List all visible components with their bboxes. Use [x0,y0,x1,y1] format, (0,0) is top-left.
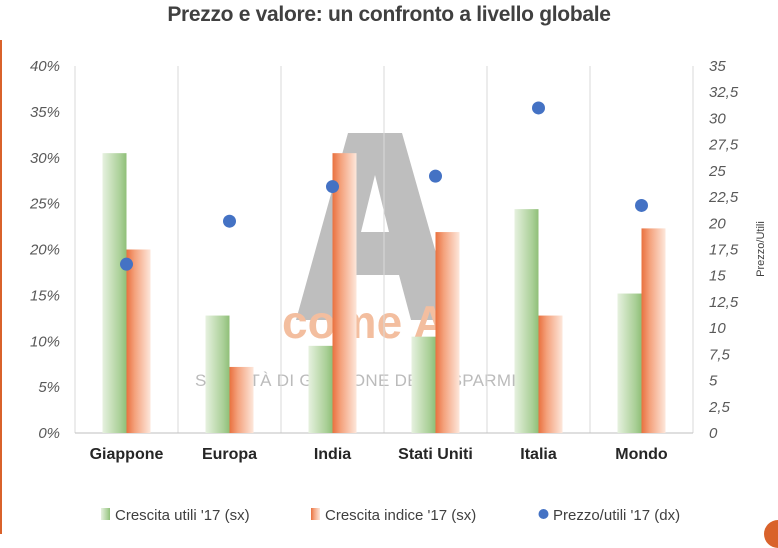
bar-crescita-indice [332,153,357,433]
y-right-axis-label: Prezzo/Utili [755,221,767,277]
watermark: come A SOCIETÀ DI GESTIONE DEL RISPARMIO [195,133,530,390]
bars-layer [102,153,666,433]
bar-crescita-utili [617,293,642,433]
legend-swatch-crescita-indice [311,508,320,520]
dot-prezzo-utili [635,198,648,212]
y-left-tick-label: 15% [30,287,60,304]
left-accent-bar [0,40,2,534]
bar-crescita-utili [205,315,230,433]
y-right-tick-label: 15 [709,268,726,285]
axis-layer: 0% 5% 10% 15% 20% 25% 30% 35% 40% 0 2,5 5 7,5 10 12,5 1… [29,58,767,463]
y-right-tick-label: 35 [709,58,726,75]
bar-crescita-indice [435,232,460,433]
x-category-label: Mondo [615,446,668,463]
y-right-tick-label: 30 [709,110,726,127]
y-left-tick-label: 40% [30,58,60,75]
x-category-label: Stati Uniti [398,446,473,463]
chart-title: Prezzo e valore: un confronto a livello … [167,3,611,26]
y-right-tick-label: 20 [708,215,726,232]
bar-crescita-utili [411,336,436,433]
bar-crescita-utili [102,153,127,433]
chart-frame: Prezzo e valore: un confronto a livello … [0,3,778,548]
y-right-tick-label: 12,5 [709,294,739,311]
legend-swatch-crescita-utili [101,508,110,520]
legend-label: Prezzo/utili '17 (dx) [553,507,680,524]
legend-label: Crescita utili '17 (sx) [115,507,250,524]
y-right-tick-label: 2,5 [708,399,731,416]
x-category-label: Italia [520,446,557,463]
y-right-tick-label: 10 [709,320,726,337]
dot-prezzo-utili [429,169,442,183]
x-category-label: Giappone [90,446,164,463]
y-left-tick-label: 35% [30,104,60,121]
bar-crescita-indice [126,249,151,433]
legend-label: Crescita indice '17 (sx) [325,507,476,524]
dot-prezzo-utili [120,257,133,271]
y-left-tick-label: 30% [30,150,60,167]
bar-crescita-indice [229,366,254,433]
dots-layer [120,101,648,271]
bar-crescita-utili [308,345,333,433]
y-left-tick-label: 0% [38,425,60,442]
bar-crescita-indice [538,315,563,433]
y-left-tick-label: 5% [38,379,60,396]
dot-prezzo-utili [532,101,545,115]
y-right-tick-label: 0 [709,425,718,442]
x-category-label: India [314,446,351,463]
chart-plot: come A SOCIETÀ DI GESTIONE DEL RISPARMIO… [29,58,767,524]
y-right-tick-label: 5 [709,373,718,390]
y-left-tick-label: 20% [29,242,60,259]
watermark-letter-a [296,133,455,320]
dot-prezzo-utili [223,214,236,228]
y-right-tick-label: 27,5 [708,137,739,154]
x-category-label: Europa [202,446,257,463]
bar-crescita-indice [641,228,666,433]
legend: Crescita utili '17 (sx) Crescita indice '… [101,507,680,524]
y-right-tick-label: 17,5 [709,242,739,259]
y-right-tick-label: 22,5 [708,189,739,206]
grid-layer [74,66,694,434]
y-right-tick-label: 7,5 [709,346,731,363]
y-left-tick-label: 10% [30,333,60,350]
y-right-tick-label: 32,5 [709,84,739,101]
bar-crescita-utili [514,209,539,433]
dot-prezzo-utili [326,180,339,194]
legend-swatch-prezzo-utili [538,509,549,519]
y-right-tick-label: 25 [708,163,726,180]
y-left-tick-label: 25% [29,196,60,213]
